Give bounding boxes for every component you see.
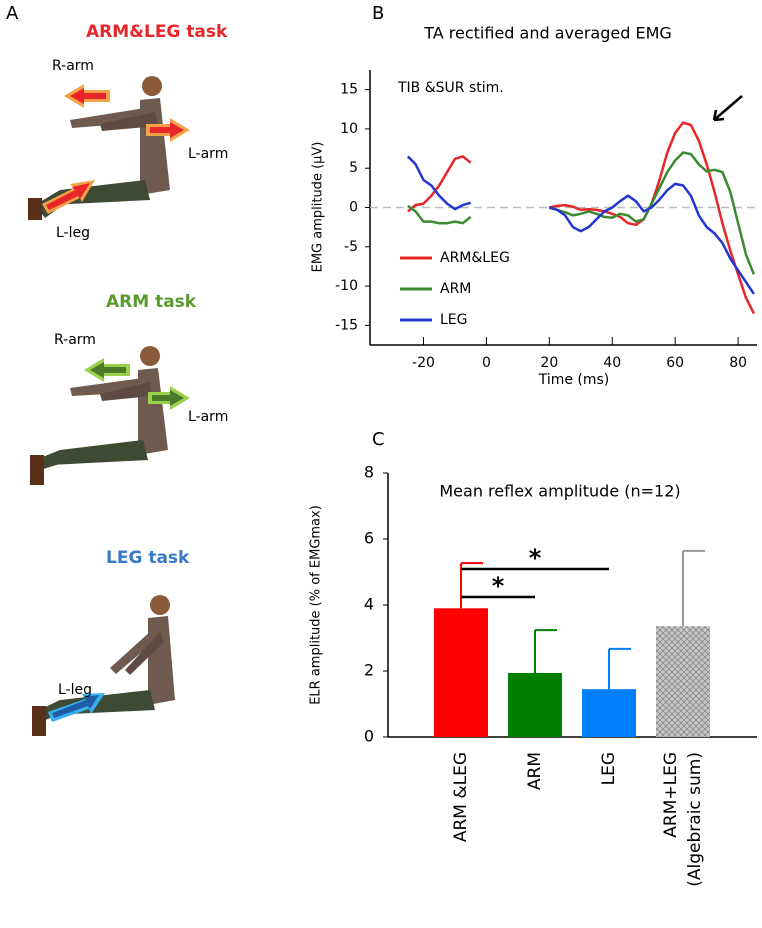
significance-label: * [492,572,505,600]
x-axis-label: Time (ms) [538,372,610,388]
x-tick-label: ARM+LEG [661,752,681,838]
y-tick-label: 0 [349,200,358,216]
legend-label: ARM [440,281,471,297]
legend-label: ARM&LEG [440,250,510,266]
bar [508,672,562,737]
y-tick-label: 2 [364,661,374,680]
y-tick-label: -10 [335,278,358,294]
task-title: ARM task [106,292,197,312]
line-series [407,151,756,275]
x-tick-label: 0 [482,355,491,371]
legend-label: LEG [440,312,468,328]
error-bar [608,647,631,690]
chart-title: TA rectified and averaged EMG [423,24,672,43]
line-series [406,155,755,295]
x-tick-label: 20 [540,355,558,371]
y-axis-label: EMG amplitude (μV) [311,142,326,273]
x-tick-label: (Algebraic sum) [685,752,705,887]
panel-label: B [372,3,384,24]
y-tick-label: 15 [340,82,358,98]
x-tick-label: 60 [666,355,684,371]
limb-label: R-arm [52,58,94,74]
x-tick-label: LEG [599,752,619,785]
y-tick-label: -15 [335,317,358,333]
error-bar [534,629,557,673]
chart-title: Mean reflex amplitude (n=12) [439,482,680,501]
annotation: TIB &SUR stim. [397,80,504,96]
y-tick-label: 6 [364,529,374,548]
y-tick-label: 0 [364,727,374,746]
limb-label: L-leg [56,225,90,241]
error-bar [682,549,705,627]
panel-label: C [372,429,385,450]
x-tick-label: ARM &LEG [451,752,471,842]
limb-label: L-arm [188,146,228,162]
bar [582,689,636,737]
figure-leg [32,595,175,736]
y-tick-label: -5 [344,239,358,255]
limb-label: L-leg [58,682,92,698]
figure-arm [30,346,190,485]
x-tick-label: ARM [525,752,545,790]
y-tick-label: 8 [364,463,374,482]
x-tick-label: -20 [412,355,435,371]
figure-armleg [28,76,190,220]
y-axis-label: ELR amplitude (% of EMGmax) [309,505,324,705]
limb-label: R-arm [54,332,96,348]
panel-label: A [6,3,19,24]
bar [434,608,488,737]
error-bar [460,562,483,609]
task-title: ARM&LEG task [86,22,228,42]
pointer-arrow [712,95,743,122]
y-tick-label: 5 [349,160,358,176]
x-tick-label: 80 [729,355,747,371]
significance-label: * [529,544,542,572]
bar [656,626,710,737]
y-tick-label: 4 [364,595,374,614]
y-tick-label: 10 [340,121,358,137]
x-tick-label: 40 [603,355,621,371]
task-title: LEG task [106,548,190,568]
limb-label: L-arm [188,409,228,425]
